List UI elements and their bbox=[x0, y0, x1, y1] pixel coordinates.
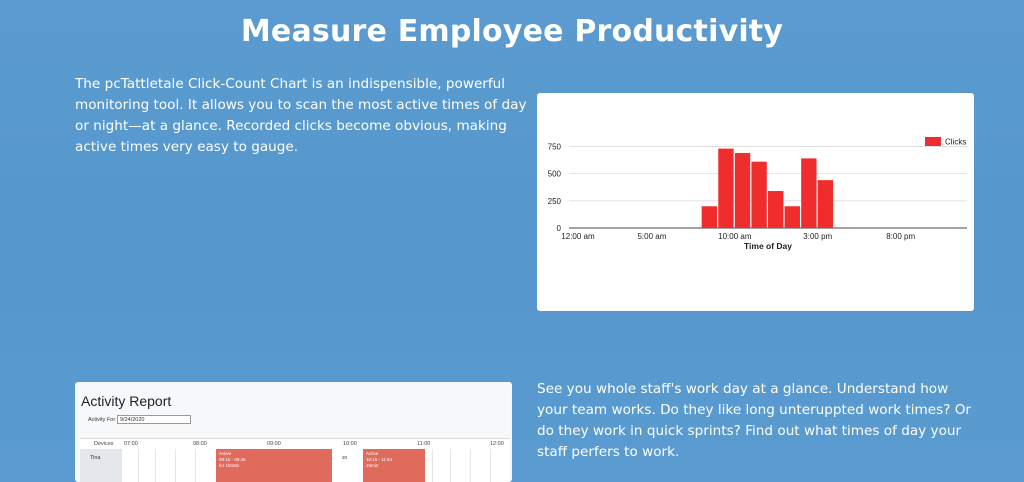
header-label: 07:00 bbox=[124, 441, 138, 447]
intro-paragraph: The pcTattletale Click-Count Chart is an… bbox=[75, 76, 527, 155]
bar bbox=[784, 206, 800, 228]
small-count: 30 bbox=[342, 455, 348, 460]
page-title: Measure Employee Productivity bbox=[240, 14, 784, 49]
row-label: Tina bbox=[80, 449, 122, 482]
bar bbox=[751, 161, 767, 228]
activity-report-title: Activity Report bbox=[81, 393, 172, 409]
activity-for-label: Activity For bbox=[88, 417, 116, 423]
header-label: Devices bbox=[94, 441, 114, 447]
bar bbox=[734, 152, 751, 228]
activity-block: Active 08:15 - 09:45 for 1hrs6s bbox=[216, 449, 332, 482]
bar bbox=[817, 180, 834, 228]
header-label: 09:00 bbox=[267, 441, 281, 447]
click-count-chart-card: 0 250 500 750 12:00 am 5:00 am 10:00 am 3:00 pm… bbox=[537, 93, 974, 311]
y-tick-label: 500 bbox=[548, 170, 562, 179]
header-label: 08:00 bbox=[193, 441, 207, 447]
date-field: 9/24/2020 bbox=[117, 415, 191, 424]
header-label: 12:00 bbox=[490, 441, 504, 447]
x-tick-label: 3:00 pm bbox=[803, 232, 832, 241]
legend-swatch bbox=[925, 137, 941, 146]
activity-block: Active 10:15 - 11:54 49min bbox=[363, 449, 425, 482]
x-tick-label: 5:00 am bbox=[637, 232, 666, 241]
header-label: 10:00 bbox=[343, 441, 357, 447]
legend-label: Clicks bbox=[945, 138, 966, 147]
x-axis-title: Time of Day bbox=[744, 241, 792, 251]
bar bbox=[701, 206, 718, 228]
outro-paragraph: See you whole staff's work day at a glan… bbox=[537, 381, 972, 460]
bar bbox=[801, 158, 817, 228]
activity-report-preview: Activity Report Activity For 9/24/2020 D… bbox=[75, 382, 512, 482]
x-tick-label: 8:00 pm bbox=[886, 232, 915, 241]
y-tick-label: 0 bbox=[557, 224, 562, 233]
y-tick-label: 750 bbox=[548, 142, 562, 151]
click-count-chart: 0 250 500 750 12:00 am 5:00 am 10:00 am 3:00 pm… bbox=[548, 137, 967, 251]
x-tick-label: 10:00 am bbox=[718, 232, 752, 241]
y-tick-label: 250 bbox=[548, 197, 562, 206]
header-label: 11:00 bbox=[417, 441, 431, 447]
x-tick-label: 12:00 am bbox=[561, 232, 595, 241]
bar bbox=[768, 191, 784, 228]
bar bbox=[718, 148, 734, 228]
timeline-row: Tina Active 08:15 - 09:45 for 1hrs6s 30 … bbox=[80, 449, 510, 482]
